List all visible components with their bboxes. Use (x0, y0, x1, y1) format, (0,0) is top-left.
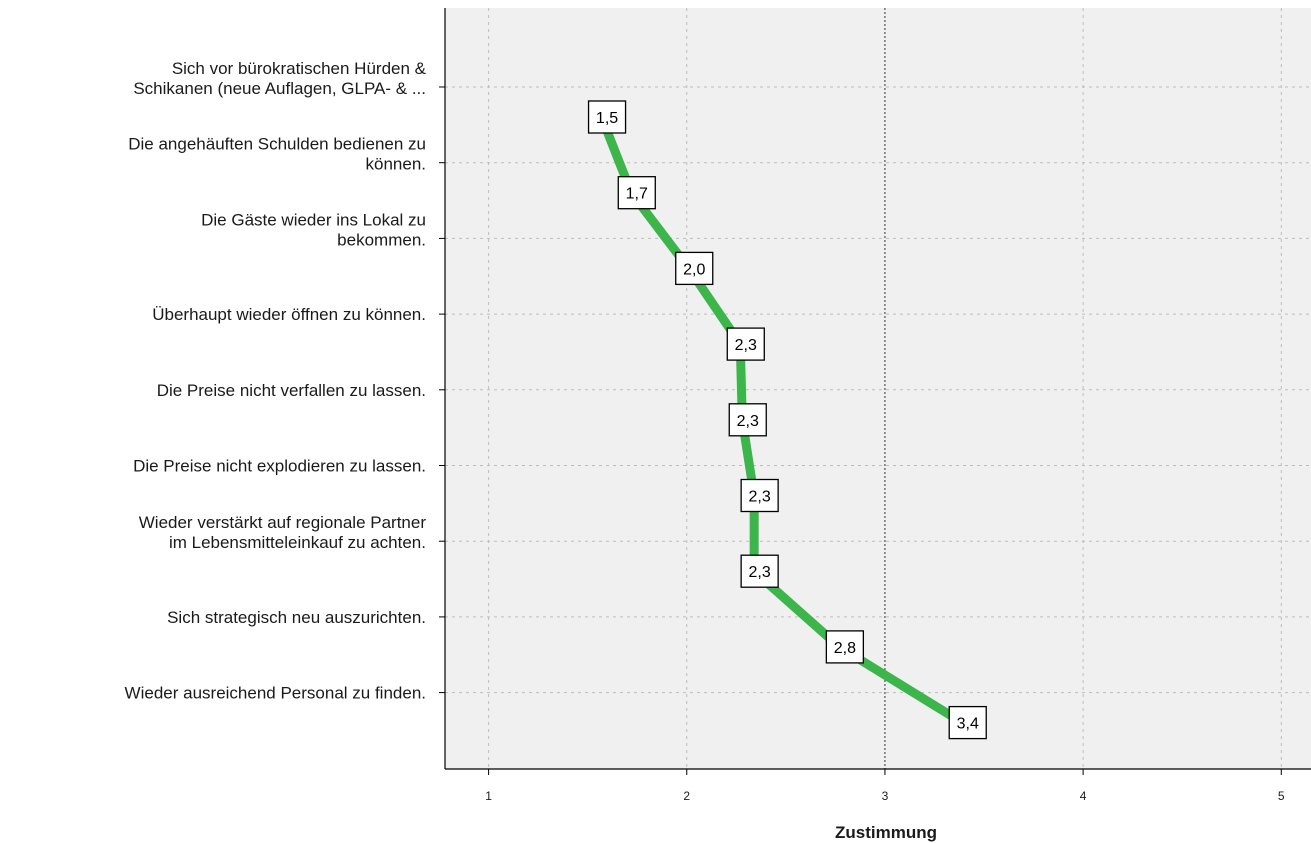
category-labels: Sich vor bürokratischen Hürden &Schikane… (125, 59, 427, 703)
category-label: Sich vor bürokratischen Hürden & (172, 59, 427, 78)
plot-background (445, 8, 1311, 769)
category-label: Die Preise nicht verfallen zu lassen. (157, 381, 426, 400)
x-tick-label: 4 (1080, 789, 1087, 803)
x-tick-label: 1 (485, 789, 492, 803)
x-tick-label: 3 (882, 789, 889, 803)
data-label-text: 2,3 (749, 489, 771, 506)
category-label: im Lebensmitteleinkauf zu achten. (169, 533, 426, 552)
x-tick-label: 2 (683, 789, 690, 803)
grid-lines (445, 8, 1311, 769)
data-label-text: 2,3 (749, 564, 771, 581)
data-label: 2,3 (740, 478, 779, 513)
data-label: 2,0 (675, 251, 714, 286)
data-label-box (617, 176, 656, 210)
data-label-text: 1,5 (596, 110, 618, 127)
data-label-box (726, 327, 765, 361)
category-label: bekommen. (337, 230, 426, 249)
data-label: 2,3 (726, 327, 765, 361)
data-label-text: 2,3 (735, 337, 757, 354)
category-label: Die Preise nicht explodieren zu lassen. (133, 457, 426, 476)
data-label: 2,3 (740, 554, 779, 588)
data-label: 1,7 (617, 176, 656, 210)
category-label: Sich strategisch neu auszurichten. (167, 608, 426, 627)
data-label-box (587, 100, 627, 134)
data-labels: 1,5 1,7 2,0 2,3 2,3 2,3 2,3 2,8 3,4 (587, 100, 987, 740)
category-label: Die Gäste wieder ins Lokal zu (201, 210, 426, 229)
data-label-box (728, 403, 767, 437)
data-label: 1,5 (587, 100, 627, 134)
data-label: 2,8 (825, 630, 865, 664)
category-label: Wieder ausreichend Personal zu finden. (125, 684, 426, 703)
data-label: 2,3 (728, 403, 767, 437)
data-label-text: 2,3 (737, 413, 759, 430)
x-tick-labels: 1 2 3 4 5 (485, 789, 1285, 803)
data-label-box (740, 478, 779, 513)
category-label: Überhaupt wieder öffnen zu können. (152, 305, 426, 324)
category-label: Die angehäuften Schulden bedienen zu (128, 135, 426, 154)
data-label-box (740, 554, 779, 588)
x-axis-title: Zustimmung (835, 823, 937, 842)
data-label: 3,4 (948, 705, 987, 740)
category-label: Wieder verstärkt auf regionale Partner (139, 513, 427, 532)
category-label: können. (366, 155, 427, 174)
data-label-box (675, 251, 714, 286)
data-label-box (825, 630, 865, 664)
data-label-text: 1,7 (626, 186, 648, 203)
category-label: Schikanen (neue Auflagen, GLPA- & ... (133, 79, 426, 98)
data-label-text: 2,8 (834, 640, 856, 657)
axes (439, 8, 1311, 775)
data-label-box (948, 705, 987, 740)
x-tick-label: 5 (1278, 789, 1285, 803)
data-label-text: 3,4 (957, 716, 979, 733)
data-label-text: 2,0 (683, 261, 705, 278)
